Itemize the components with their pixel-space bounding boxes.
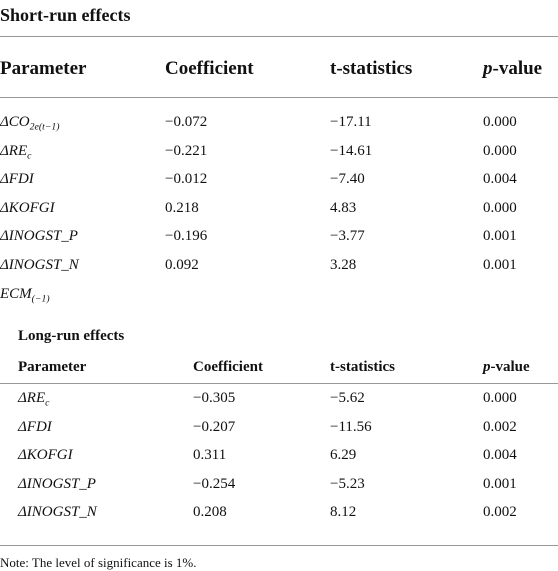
cell: −5.23 bbox=[330, 475, 365, 492]
cell: 0.002 bbox=[483, 504, 517, 521]
cell: −0.196 bbox=[165, 228, 208, 245]
cell: 0.000 bbox=[483, 199, 517, 216]
cell: 3.28 bbox=[330, 257, 357, 273]
note: Note: The level of significance is 1%. bbox=[0, 555, 197, 570]
cell: 0.000 bbox=[483, 390, 517, 406]
parameter: ECM(−1) bbox=[0, 285, 50, 304]
parameter: ΔINOGST_P bbox=[0, 229, 78, 244]
cell: −7.40 bbox=[330, 171, 365, 188]
cell: −14.61 bbox=[330, 142, 373, 159]
cell: 0.004 bbox=[483, 171, 517, 188]
column-header: Parameter bbox=[0, 58, 87, 79]
cell: −0.072 bbox=[165, 114, 208, 130]
section-title: Long-run effects bbox=[18, 328, 125, 344]
header-italic: p bbox=[483, 359, 491, 375]
parameter-base: ΔRE bbox=[18, 390, 46, 406]
cell: 0.311 bbox=[193, 447, 227, 464]
header-italic: p bbox=[483, 58, 493, 79]
column-header: Coefficient bbox=[193, 359, 263, 375]
cell: 6.29 bbox=[330, 447, 357, 464]
cell: 0.001 bbox=[483, 257, 517, 273]
cell: 0.092 bbox=[165, 257, 199, 273]
column-header: p-value bbox=[483, 59, 542, 78]
cell: 0.000 bbox=[483, 114, 517, 130]
cell: −0.012 bbox=[165, 171, 208, 188]
parameter-sub: c bbox=[27, 150, 32, 161]
cell: 4.83 bbox=[330, 199, 357, 216]
parameter-base: ΔINOGST_P bbox=[0, 228, 78, 245]
column-header: Parameter bbox=[18, 359, 87, 375]
cell: −0.221 bbox=[165, 142, 208, 159]
parameter-base: ΔFDI bbox=[18, 418, 52, 435]
parameter: ΔFDI bbox=[18, 418, 52, 435]
rule bbox=[0, 36, 558, 37]
parameter: ΔKOFGI bbox=[18, 448, 73, 463]
parameter-base: ΔINOGST_N bbox=[0, 257, 79, 273]
parameter: ΔINOGST_N bbox=[18, 505, 97, 520]
cell: 0.000 bbox=[483, 142, 517, 159]
cell: −17.11 bbox=[330, 114, 372, 130]
cell: −0.207 bbox=[193, 418, 236, 435]
cell: 0.208 bbox=[193, 504, 227, 521]
parameter-base: ΔINOGST_N bbox=[18, 504, 97, 521]
cell: 0.004 bbox=[483, 447, 517, 464]
parameter-base: ΔRE bbox=[0, 142, 28, 159]
cell: −11.56 bbox=[330, 418, 372, 435]
parameter-base: ECM bbox=[0, 285, 32, 302]
cell: 8.12 bbox=[330, 504, 357, 521]
parameter: ΔINOGST_P bbox=[18, 475, 96, 492]
header-text: -value bbox=[492, 58, 543, 79]
parameter-base: ΔCO bbox=[0, 114, 30, 130]
cell: 0.218 bbox=[165, 199, 199, 216]
header-text: -value bbox=[490, 359, 530, 375]
parameter: ΔFDI bbox=[0, 172, 34, 187]
parameter-base: ΔKOFGI bbox=[18, 447, 73, 464]
parameter: ΔREc bbox=[18, 391, 49, 408]
rule bbox=[0, 97, 558, 98]
cell: −3.77 bbox=[330, 228, 365, 245]
cell: −5.62 bbox=[330, 390, 365, 406]
column-header: Coefficient bbox=[165, 58, 254, 79]
parameter: ΔREc bbox=[0, 142, 32, 161]
parameter: ΔCO2e(t−1) bbox=[0, 115, 60, 132]
column-header: t-statistics bbox=[330, 359, 395, 375]
parameter-sub: 2e(t−1) bbox=[29, 121, 60, 133]
parameter: ΔKOFGI bbox=[0, 199, 55, 216]
parameter-base: ΔKOFGI bbox=[0, 199, 55, 216]
rule bbox=[0, 545, 558, 546]
cell: 0.002 bbox=[483, 418, 517, 435]
parameter-sub: (−1) bbox=[31, 293, 50, 304]
cell: −0.254 bbox=[193, 475, 236, 492]
cell: −0.305 bbox=[193, 390, 236, 406]
parameter-base: ΔINOGST_P bbox=[18, 475, 96, 492]
column-header: p-value bbox=[483, 360, 530, 375]
parameter-sub: c bbox=[45, 397, 50, 409]
cell: 0.001 bbox=[483, 475, 517, 492]
cell: 0.001 bbox=[483, 228, 517, 245]
column-header: t-statistics bbox=[330, 58, 413, 79]
rule bbox=[0, 383, 558, 384]
parameter: ΔINOGST_N bbox=[0, 258, 79, 273]
parameter-base: ΔFDI bbox=[0, 171, 34, 188]
section-title: Short-run effects bbox=[0, 5, 131, 25]
